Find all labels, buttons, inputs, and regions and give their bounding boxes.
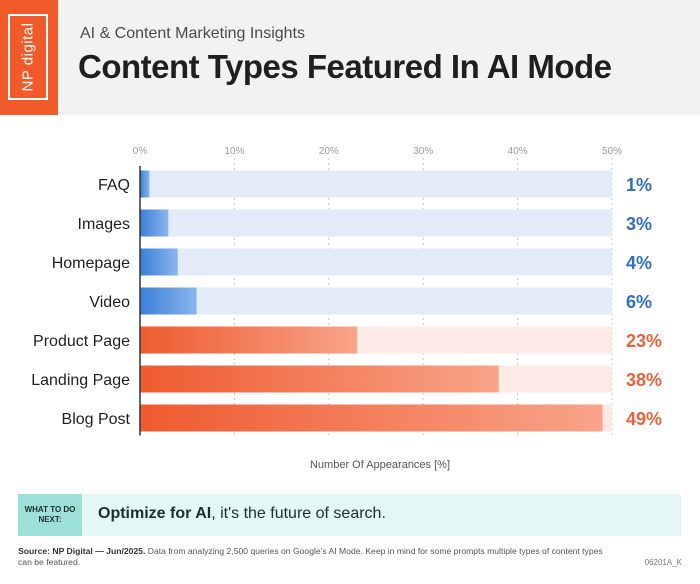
document-code: 06201A_K [644, 558, 682, 567]
category-label: FAQ [98, 177, 130, 194]
bar [140, 287, 197, 315]
bar [140, 248, 178, 276]
callout-tag: WHAT TO DO NEXT: [18, 494, 82, 536]
data-label: 3% [626, 214, 652, 234]
category-label: Landing Page [31, 372, 130, 389]
bar-chart: 0% 10% 20% 30% 40% 50% FAQ 1% Images 3% Homepage 4%… [31, 146, 662, 471]
category-label: Homepage [52, 255, 130, 272]
x-tick-label: 20% [319, 146, 339, 157]
category-label: Images [78, 216, 130, 233]
data-label: 23% [626, 331, 662, 351]
callout-bold: Optimize for AI [98, 505, 212, 522]
page-subtitle: AI & Content Marketing Insights [80, 25, 305, 42]
x-axis-title: Number Of Appearances [%] [310, 459, 450, 471]
category-label: Blog Post [62, 411, 131, 428]
np-digital-logo: NP digital [0, 0, 58, 115]
bar-track [140, 287, 612, 315]
data-label: 4% [626, 253, 652, 273]
x-tick-label: 0% [133, 146, 148, 157]
bar [140, 404, 603, 432]
what-to-do-next-callout: WHAT TO DO NEXT: Optimize for AI, it's t… [18, 494, 681, 536]
bar [140, 365, 499, 393]
callout-rest: , it's the future of search. [211, 505, 386, 522]
callout-text: Optimize for AI, it's the future of sear… [98, 505, 386, 523]
bar-track [140, 248, 612, 276]
data-label: 6% [626, 292, 652, 312]
category-label: Product Page [33, 333, 130, 350]
page-title: Content Types Featured In AI Mode [78, 48, 612, 85]
bar-track [140, 170, 612, 198]
data-label: 49% [626, 409, 662, 429]
x-tick-label: 10% [224, 146, 244, 157]
bar [140, 326, 358, 354]
x-tick-label: 30% [413, 146, 433, 157]
bar [140, 170, 150, 198]
bar-track [140, 209, 612, 237]
header: NP digital AI & Content Marketing Insigh… [0, 0, 700, 115]
source-text: Data from analyzing 2,500 queries on Goo… [18, 546, 603, 568]
logo-frame: NP digital [8, 14, 48, 100]
source-bold: Source: NP Digital — Jun/2025. [18, 546, 146, 556]
data-label: 38% [626, 370, 662, 390]
data-label: 1% [626, 175, 652, 195]
logo-text: NP digital [19, 22, 37, 92]
category-label: Video [89, 294, 130, 311]
source-note: Source: NP Digital — Jun/2025. Data from… [18, 546, 618, 568]
x-tick-label: 40% [508, 146, 528, 157]
x-tick-label: 50% [602, 146, 622, 157]
bar [140, 209, 169, 237]
